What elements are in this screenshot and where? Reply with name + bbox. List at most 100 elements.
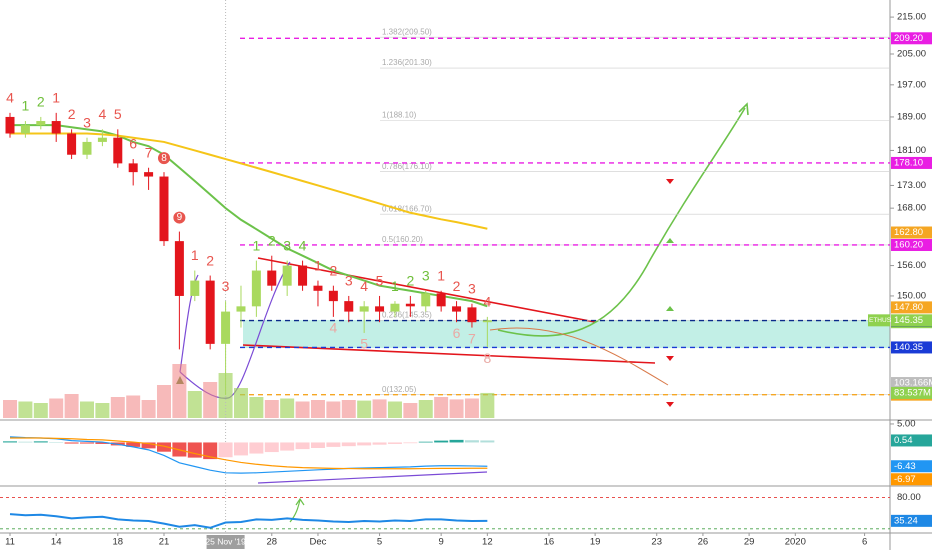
price-label: 162.80 (894, 227, 923, 238)
macd-histogram-bar (203, 442, 218, 460)
volume-bar (418, 400, 433, 418)
macd-histogram-bar (79, 442, 94, 444)
y-tick-label: 189.00 (897, 111, 926, 122)
rsi-label: 35.24 (894, 515, 918, 526)
candle-body (482, 320, 492, 323)
x-tick-label: 21 (159, 537, 170, 548)
macd-histogram-bar (233, 442, 248, 456)
macd-histogram-bar (449, 439, 464, 443)
candle-body (159, 176, 169, 242)
rsi-line (9, 513, 488, 529)
volume-bar (3, 400, 18, 418)
price-label: 147.80 (894, 302, 923, 313)
candle-body (344, 301, 354, 312)
macd-histogram-bar (326, 442, 341, 447)
candle-body (405, 303, 415, 307)
td-label: 8 (161, 153, 167, 164)
fib-label: 0(132.05) (382, 385, 417, 394)
x-tick-label: Dec (310, 537, 327, 548)
td-label: 1 (314, 257, 322, 273)
candle-body (36, 121, 46, 126)
x-tick-label: 28 (266, 537, 277, 548)
macd-histogram-bar (33, 441, 48, 443)
td-label: 7 (145, 144, 153, 160)
macd-histogram-bar (156, 442, 171, 452)
td-label: 4 (483, 294, 491, 310)
candle-body (298, 265, 308, 286)
price-label-box (891, 341, 932, 354)
candle-body (5, 116, 15, 134)
signal-arrows (666, 238, 674, 311)
macd-histogram-bar (95, 442, 110, 444)
volume-bar (95, 403, 110, 418)
macd-histogram-bar (480, 440, 495, 443)
setup-label: 8 (483, 350, 491, 366)
macd-histogram-bar (249, 442, 264, 454)
volume-bar (79, 401, 94, 418)
price-label-box (891, 226, 932, 239)
volume-bar (264, 400, 279, 418)
setup-label: 7 (468, 330, 476, 346)
candle-body (97, 137, 107, 142)
candle-body (221, 311, 231, 344)
volume-bar (49, 398, 64, 418)
candle-body (282, 265, 292, 286)
macd-histogram-bar (141, 442, 156, 449)
volume-bar (126, 395, 141, 418)
volume-label-box (891, 377, 932, 390)
volume-bar (187, 391, 202, 418)
candle-body (328, 290, 338, 302)
candle-body (174, 241, 184, 296)
candle-body (251, 270, 261, 307)
td-label: 3 (83, 114, 91, 130)
price-label: 178.10 (894, 157, 923, 168)
fib-label: 0.786(176.10) (382, 162, 432, 171)
x-tick-label: 29 (744, 537, 755, 548)
macd-trendline (257, 471, 488, 484)
y-tick-label: 197.00 (897, 79, 926, 90)
volume-label-box (891, 386, 932, 399)
x-tick-label: 12 (482, 537, 493, 548)
td-circle (173, 211, 186, 224)
candle-body (236, 306, 246, 312)
y-tick-label: 215.00 (897, 12, 926, 23)
td-label: 4 (6, 90, 14, 106)
td-label: 3 (422, 267, 430, 283)
macd-histogram-bar (264, 442, 279, 453)
trendline (257, 257, 596, 323)
td-label: 1 (22, 98, 30, 114)
volume-bar (403, 403, 418, 418)
x-tick-label: 2020 (785, 537, 806, 548)
macd-histogram-bar (3, 441, 18, 443)
fib-label: 1(188.10) (382, 111, 417, 120)
candle-body (436, 293, 446, 307)
macd-histogram-bar (64, 442, 79, 444)
candle-body (467, 307, 477, 323)
td-label: 4 (299, 237, 307, 253)
moving-average (10, 124, 488, 308)
symbol-box (868, 314, 890, 327)
candle-body (128, 163, 138, 173)
td-label: 6 (129, 136, 137, 152)
y-tick-label: 181.00 (897, 145, 926, 156)
td-label: 2 (453, 278, 461, 294)
candle-body (82, 141, 92, 155)
td-label: 1 (391, 278, 399, 294)
volume-bar (33, 403, 48, 418)
macd-label-box (891, 473, 932, 486)
y-tick-label: 150.00 (897, 290, 926, 301)
x-tick-label: 19 (590, 537, 601, 548)
y-tick-label: 205.00 (897, 49, 926, 60)
td-label: 5 (376, 273, 384, 289)
x-tick-label: 23 (651, 537, 662, 548)
td-label: 3 (468, 280, 476, 296)
setup-label: 4 (329, 320, 337, 336)
volume-label: 103.166M (894, 378, 932, 389)
volume-bar (387, 401, 402, 418)
td-circle (157, 152, 170, 165)
volume-bar (203, 382, 218, 418)
symbol-label: ETHUSD (869, 317, 896, 324)
td-label: 3 (222, 278, 230, 294)
volume-bar (218, 373, 233, 418)
